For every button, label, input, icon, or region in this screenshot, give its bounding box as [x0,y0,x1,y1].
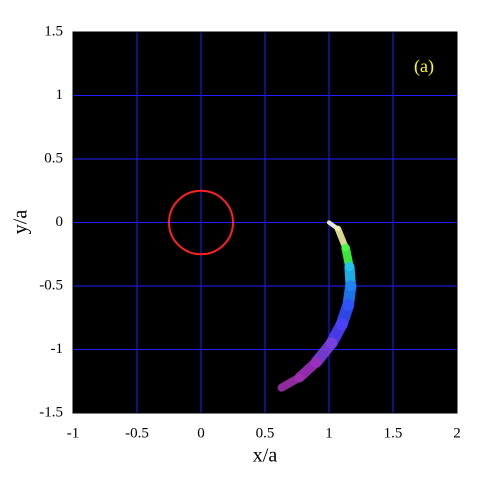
x-tick-label: -0.5 [125,425,149,441]
x-tick-label: 1.5 [384,425,403,441]
annotation: (a) [414,56,434,77]
y-tick-label: -0.5 [39,277,63,293]
y-tick-label: 1 [56,87,64,103]
y-axis-label: y/a [10,210,32,235]
x-axis-label: x/a [253,445,278,467]
x-tick-label: 1 [325,425,333,441]
y-tick-label: -1.5 [39,404,63,420]
x-tick-label: 0 [197,425,205,441]
x-tick-label: 2 [453,425,461,441]
crescent-segment [277,373,304,392]
x-tick-label: -1 [67,425,80,441]
y-tick-label: 0 [56,214,64,230]
circle [168,189,234,256]
plot-frame [72,31,458,414]
x-tick-label: 0.5 [256,425,275,441]
y-tick-label: 0.5 [44,150,63,166]
y-tick-label: 1.5 [44,23,63,39]
y-tick-label: -1 [51,341,64,357]
